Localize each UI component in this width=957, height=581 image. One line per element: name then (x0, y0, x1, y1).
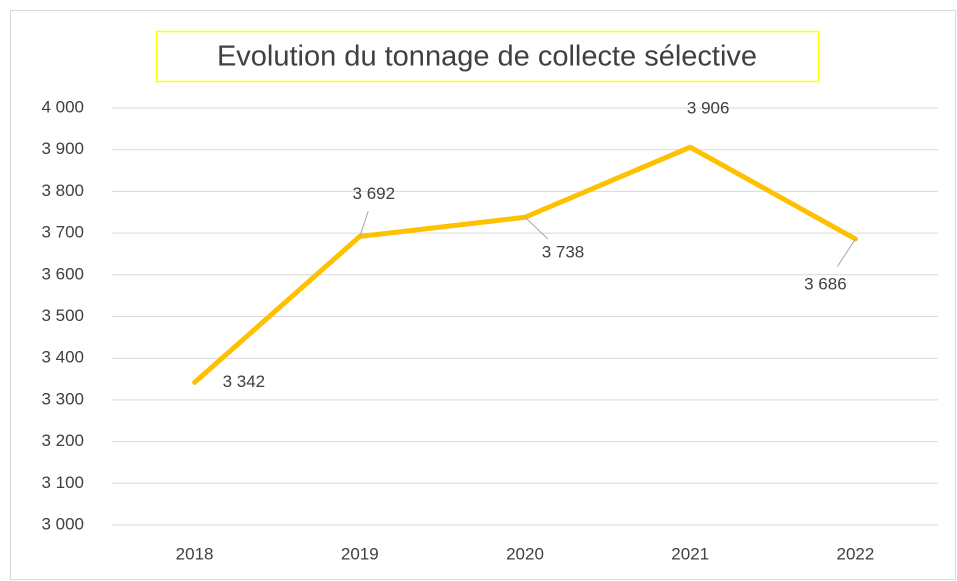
data-label: 3 342 (223, 372, 266, 391)
x-tick-label: 2020 (506, 544, 544, 563)
chart-frame (10, 10, 956, 580)
leader-line (524, 216, 549, 240)
y-tick-label: 3 100 (41, 473, 84, 492)
data-label: 3 738 (542, 243, 585, 262)
chart-title: Evolution du tonnage de collecte sélecti… (217, 41, 757, 73)
y-tick-label: 3 300 (41, 389, 84, 408)
x-tick-label: 2021 (671, 544, 709, 563)
title-box (155, 30, 820, 83)
y-tick-label: 4 000 (41, 97, 84, 116)
x-tick-label: 2019 (341, 544, 379, 563)
leader-line (359, 211, 369, 237)
y-tick-label: 3 800 (41, 181, 84, 200)
y-tick-label: 3 700 (41, 223, 84, 242)
y-tick-label: 3 200 (41, 431, 84, 450)
leader-line (836, 238, 856, 267)
x-tick-label: 2018 (176, 544, 214, 563)
data-label: 3 692 (353, 184, 396, 203)
y-tick-label: 3 000 (41, 514, 84, 533)
data-label: 3 686 (804, 274, 847, 293)
y-tick-label: 3 500 (41, 306, 84, 325)
data-label: 3 906 (687, 99, 730, 118)
x-tick-label: 2022 (836, 544, 874, 563)
y-tick-label: 3 400 (41, 348, 84, 367)
y-tick-label: 3 900 (41, 139, 84, 158)
y-tick-label: 3 600 (41, 264, 84, 283)
